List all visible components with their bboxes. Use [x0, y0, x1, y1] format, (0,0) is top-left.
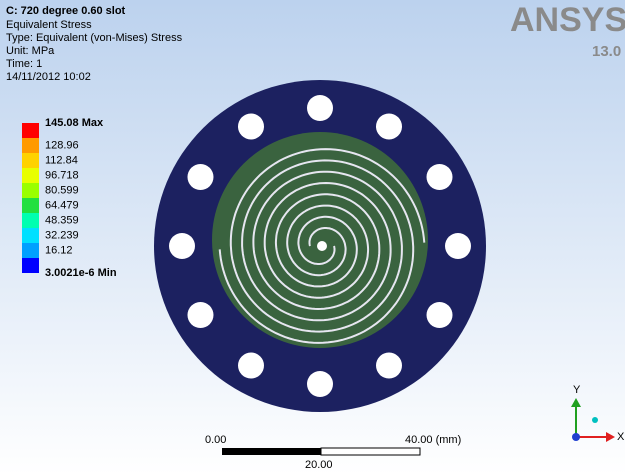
- bolt-hole: [427, 164, 453, 190]
- bolt-hole: [169, 233, 195, 259]
- arrow: [571, 398, 581, 407]
- bolt-hole: [376, 353, 402, 379]
- header-line: Equivalent Stress: [6, 19, 92, 31]
- center-hole: [317, 241, 327, 251]
- legend-label: 80.599: [45, 184, 79, 196]
- axis-z: [572, 433, 580, 441]
- arrow: [606, 432, 615, 442]
- legend-swatch: [22, 138, 39, 153]
- legend: 145.08 Max 128.96 112.84 96.718 80.599 64.479…: [22, 117, 117, 279]
- bolt-hole: [307, 371, 333, 397]
- triad-dot: [592, 417, 598, 423]
- bolt-hole: [238, 353, 264, 379]
- legend-swatch: [22, 123, 39, 138]
- header-line: 14/11/2012 10:02: [6, 71, 91, 83]
- triad-label: Y: [573, 384, 581, 396]
- legend-label: 48.359: [45, 214, 79, 226]
- stress-region: [212, 132, 428, 348]
- header-line: Type: Equivalent (von-Mises) Stress: [6, 32, 183, 44]
- logo: ANSYS: [510, 1, 625, 39]
- scale-start: 0.00: [205, 434, 226, 446]
- legend-label: 64.479: [45, 199, 79, 211]
- legend-label: 3.0021e-6 Min: [45, 267, 117, 279]
- legend-swatch: [22, 213, 39, 228]
- bolt-hole: [445, 233, 471, 259]
- legend-swatch: [22, 258, 39, 273]
- legend-label: 128.96: [45, 139, 79, 151]
- bolt-hole: [376, 113, 402, 139]
- scene: C: 720 degree 0.60 slot Equivalent Stres…: [0, 0, 625, 475]
- scale-bar: [222, 448, 321, 455]
- bolt-hole: [238, 113, 264, 139]
- legend-label: 16.12: [45, 244, 73, 256]
- legend-swatch: [22, 168, 39, 183]
- bolt-hole: [187, 302, 213, 328]
- legend-swatch: [22, 228, 39, 243]
- legend-swatch: [22, 153, 39, 168]
- legend-label: 112.84: [45, 154, 78, 166]
- legend-label: 96.718: [45, 169, 79, 181]
- bolt-hole: [187, 164, 213, 190]
- scale-bar: [321, 448, 420, 455]
- bolt-hole: [307, 95, 333, 121]
- legend-label: 145.08 Max: [45, 117, 104, 129]
- header-line: Time: 1: [6, 58, 42, 70]
- scale-middle: 20.00: [305, 459, 333, 471]
- legend-swatch: [22, 183, 39, 198]
- scale-end: 40.00 (mm): [405, 434, 461, 446]
- legend-swatch: [22, 198, 39, 213]
- legend-label: 32.239: [45, 229, 79, 241]
- bolt-hole: [427, 302, 453, 328]
- title: C: 720 degree 0.60 slot: [6, 5, 126, 17]
- header-line: Unit: MPa: [6, 45, 55, 57]
- legend-swatch: [22, 243, 39, 258]
- logo-version: 13.0: [592, 43, 621, 60]
- viewport: C: 720 degree 0.60 slot Equivalent Stres…: [0, 0, 625, 475]
- triad-label: X: [617, 431, 625, 443]
